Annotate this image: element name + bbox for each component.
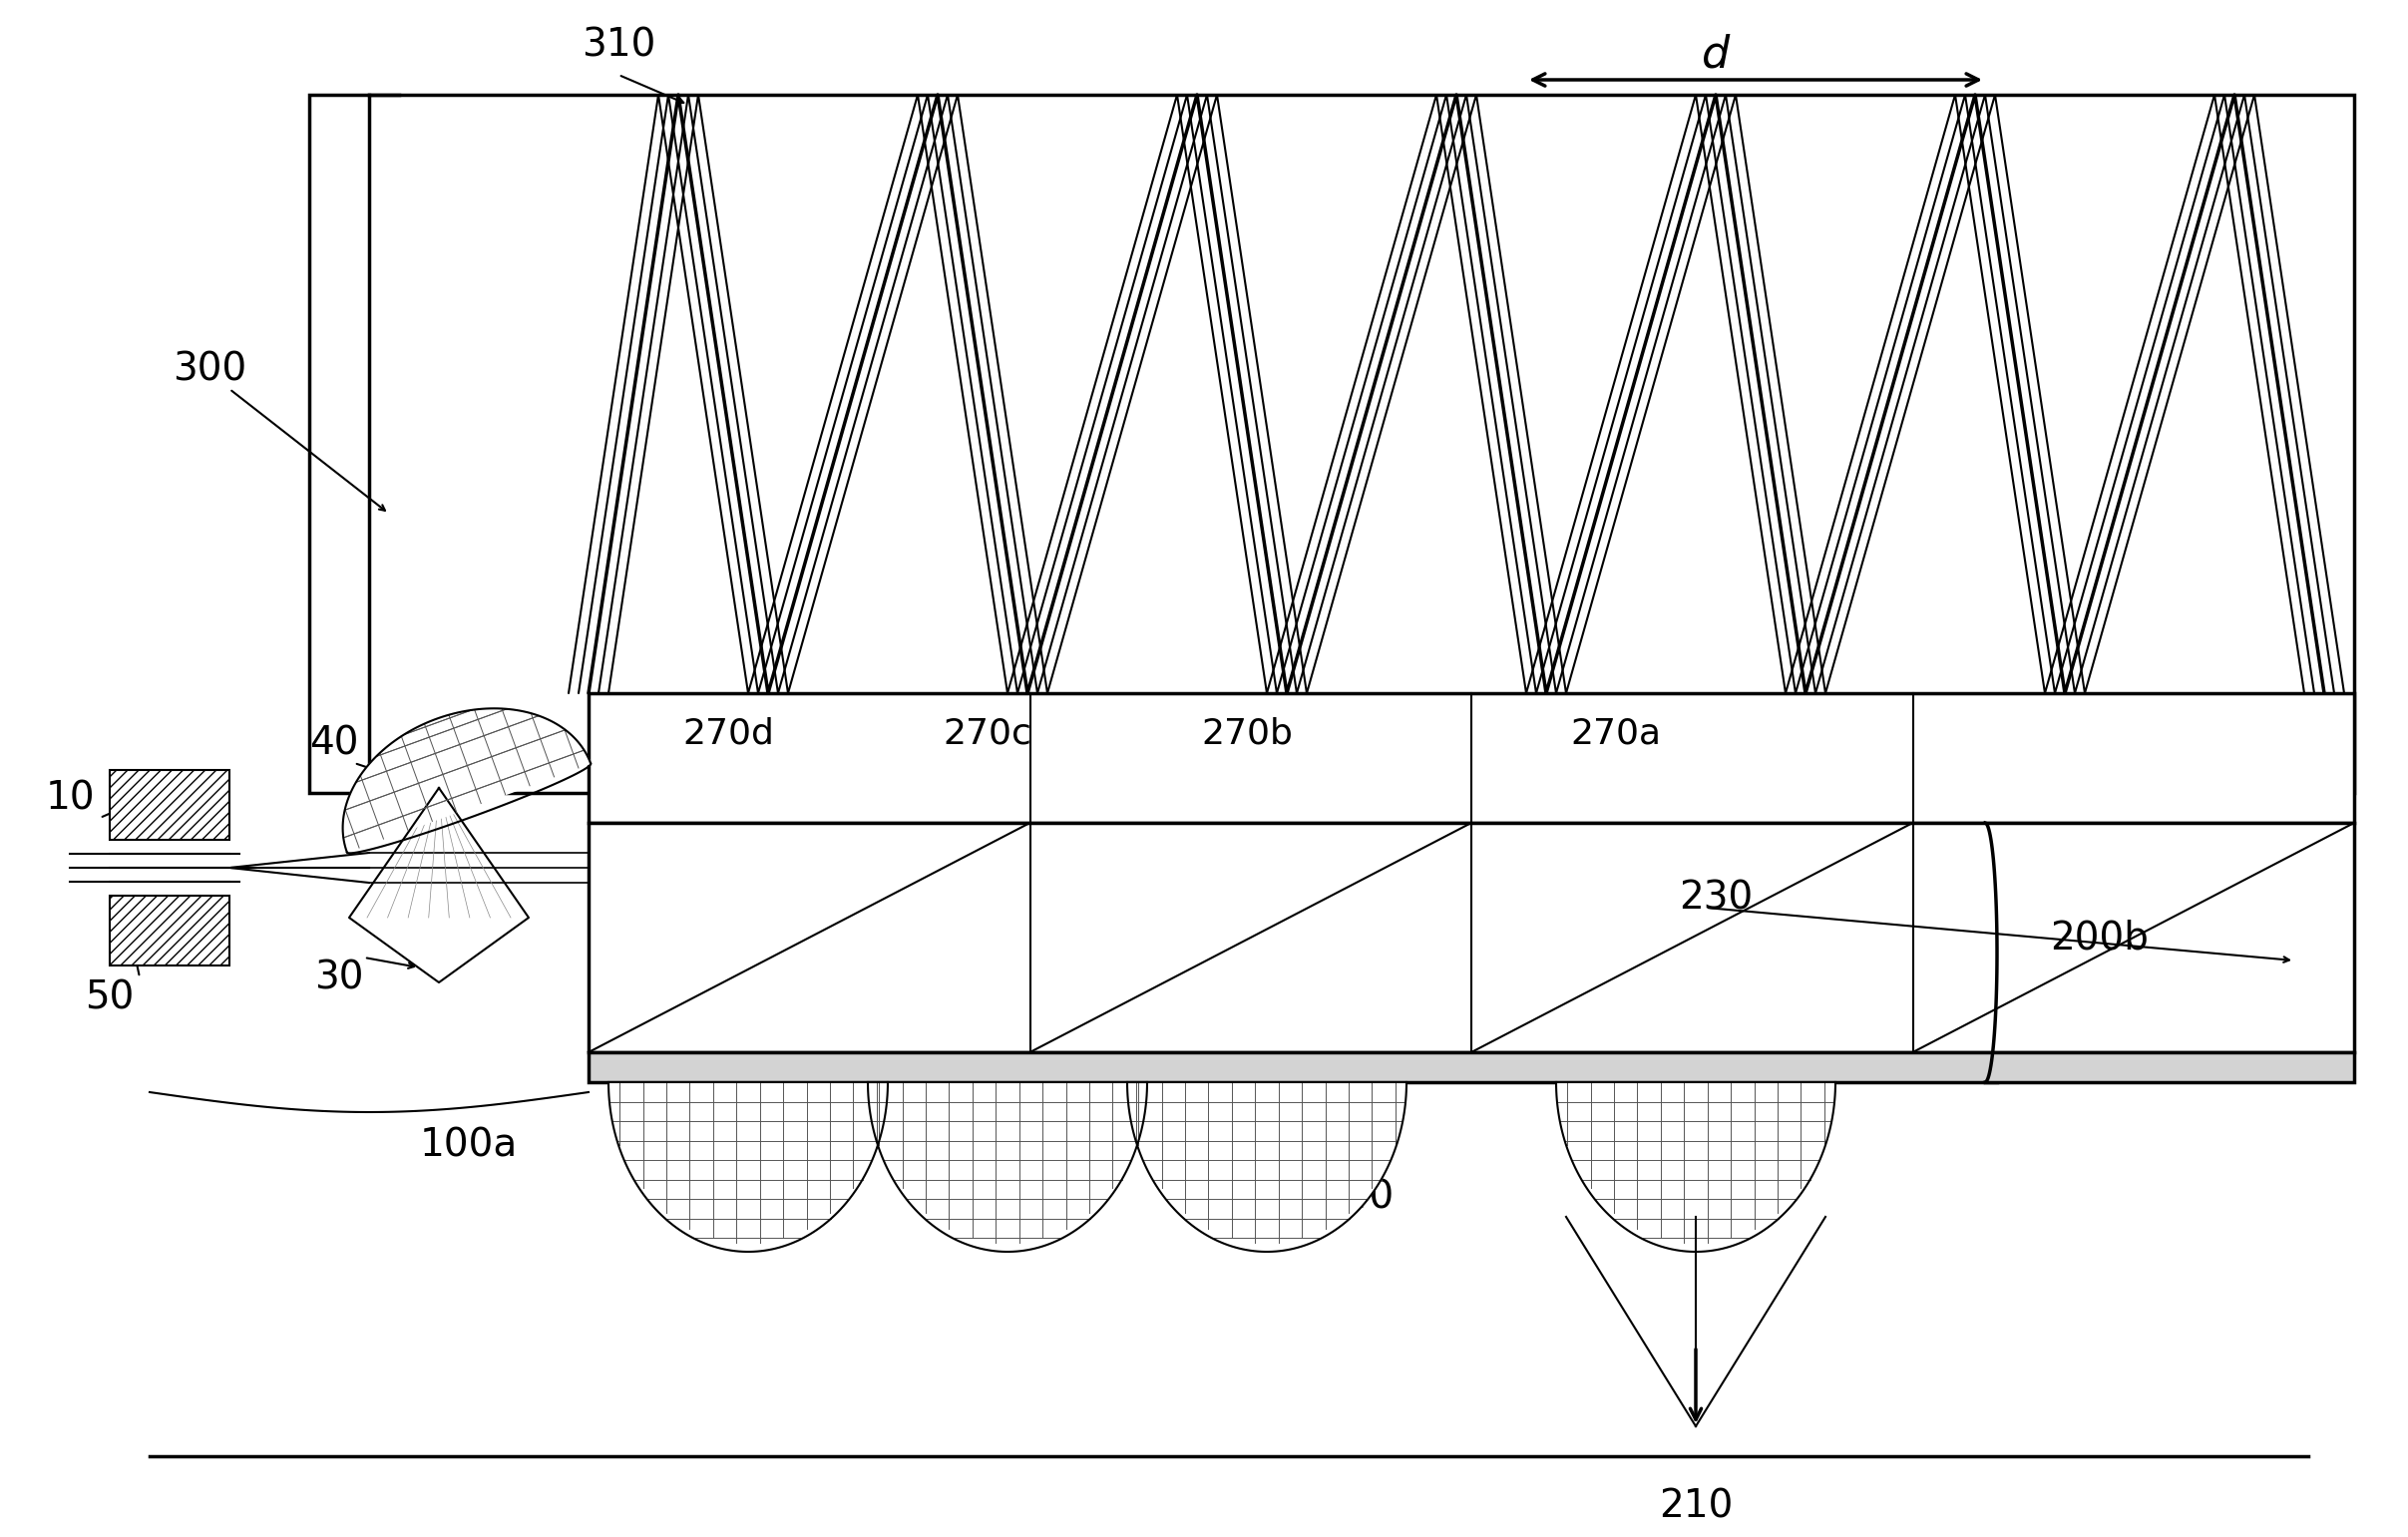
Bar: [588, 693, 2355, 822]
Text: 270c: 270c: [944, 716, 1033, 750]
Bar: [588, 822, 2355, 1053]
Text: 50: 50: [84, 979, 135, 1016]
Text: 200b: 200b: [2049, 919, 2148, 956]
Text: 270b: 270b: [1202, 716, 1293, 750]
Polygon shape: [867, 1082, 1146, 1251]
Bar: [111, 896, 229, 965]
Text: 230: 230: [1678, 879, 1753, 916]
Text: 30: 30: [315, 959, 364, 996]
Text: 270d: 270d: [681, 716, 773, 750]
Polygon shape: [609, 1082, 889, 1251]
Text: d: d: [1702, 34, 1729, 77]
Bar: [588, 1053, 2355, 1082]
Bar: [308, 95, 2355, 793]
Text: 210: 210: [1659, 1488, 1734, 1525]
Text: 100a: 100a: [419, 1127, 518, 1165]
Bar: [111, 770, 229, 839]
Text: 270a: 270a: [1570, 716, 1662, 750]
Polygon shape: [1127, 1082, 1406, 1251]
Text: 10: 10: [46, 779, 94, 816]
Text: 310: 310: [580, 26, 655, 65]
Text: 240: 240: [1320, 1177, 1394, 1216]
Polygon shape: [342, 709, 590, 851]
Text: 40: 40: [311, 724, 359, 762]
Polygon shape: [1556, 1082, 1835, 1251]
Text: 300: 300: [173, 350, 246, 387]
